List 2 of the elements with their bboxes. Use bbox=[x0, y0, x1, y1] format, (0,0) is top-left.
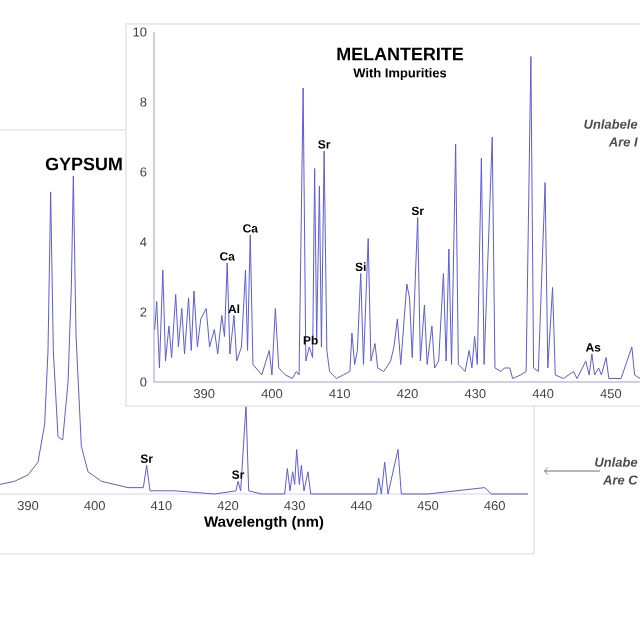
chart-title: GYPSUM bbox=[45, 157, 122, 171]
text: MELANTERITE bbox=[337, 47, 464, 61]
